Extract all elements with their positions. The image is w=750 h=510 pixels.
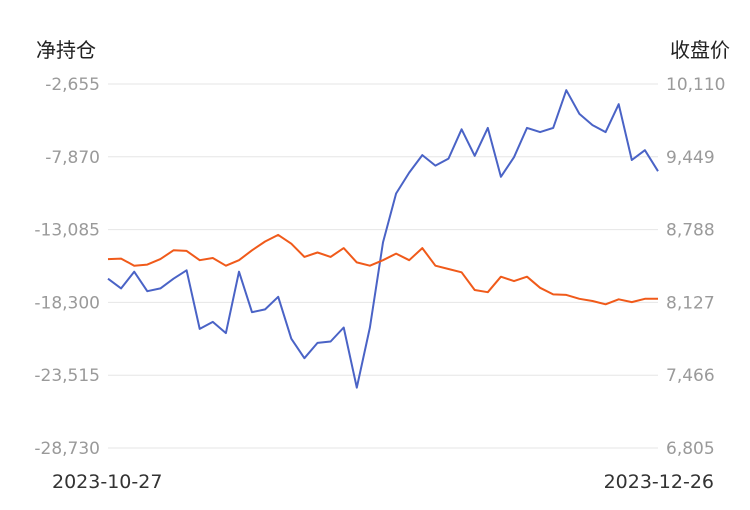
left-axis-title: 净持仓 <box>36 38 96 62</box>
right-tick-label: 6,805 <box>666 439 715 459</box>
close-price-line <box>107 233 658 306</box>
left-tick-label: -2,655 <box>45 75 100 95</box>
right-tick-label: 10,110 <box>666 75 725 95</box>
left-tick-label: -7,870 <box>45 148 100 168</box>
x-tick-label: 2023-10-27 <box>52 471 162 493</box>
x-tick-label: 2023-12-26 <box>604 471 714 493</box>
left-tick-label: -13,085 <box>34 221 100 241</box>
left-tick-label: -23,515 <box>34 366 100 386</box>
right-tick-label: 9,449 <box>666 148 715 168</box>
right-tick-label: 7,466 <box>666 366 715 386</box>
left-tick-label: -28,730 <box>34 439 100 459</box>
right-tick-label: 8,788 <box>666 221 715 241</box>
net-position-line <box>107 89 659 389</box>
right-tick-label: 8,127 <box>666 293 715 313</box>
right-axis-title: 收盘价 <box>670 38 730 62</box>
left-tick-label: -18,300 <box>34 293 100 313</box>
